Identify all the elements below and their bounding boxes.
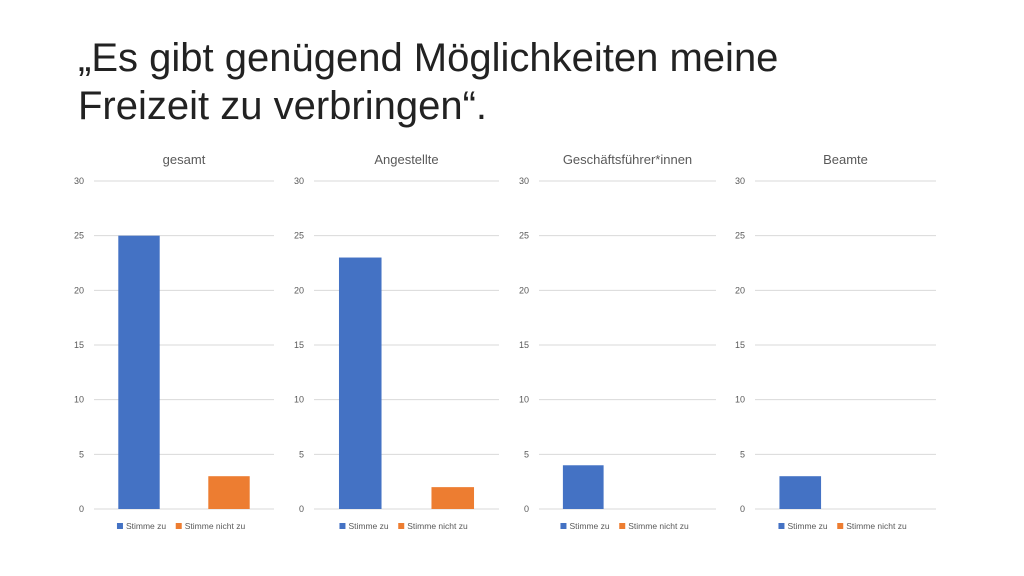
y-tick-label: 5: [524, 449, 529, 459]
y-tick-label: 30: [74, 176, 84, 186]
legend-label: Stimme zu: [126, 521, 166, 531]
y-tick-label: 25: [519, 231, 529, 241]
slide-title-line-2: Freizeit zu verbringen“.: [78, 84, 488, 128]
chart-panel-4: Beamte 0 5 10 15 20 25 30 Stimme zu Stimme nicht …: [735, 152, 936, 531]
legend-swatch: [175, 523, 182, 529]
y-tick-label: 5: [79, 449, 84, 459]
chart-title: Geschäftsführer*innen: [563, 152, 692, 167]
bar-stimme-zu: [779, 476, 822, 509]
y-tick-label: 5: [299, 449, 304, 459]
legend-swatch: [560, 523, 567, 529]
chart-panel-2: Angestellte 0 5 10 15 20 25 30 Stimme zu Stimme n…: [294, 152, 499, 531]
y-tick-label: 5: [740, 449, 745, 459]
bar-stimme-zu: [562, 465, 604, 509]
chart-panel-1: gesamt 0 5 10 15 20 25 30 Stimme zu Stimme nicht …: [74, 152, 274, 531]
y-tick-label: 20: [74, 285, 84, 295]
legend-label: Stimme nicht zu: [185, 521, 246, 531]
y-tick-label: 15: [735, 340, 745, 350]
y-tick-label: 15: [294, 340, 304, 350]
bar-stimme-nicht-zu: [431, 487, 475, 509]
legend-label: Stimme nicht zu: [846, 521, 907, 531]
slide-title: „Es gibt genügend Möglichkeiten meine Fr…: [78, 34, 978, 130]
y-tick-label: 25: [294, 231, 304, 241]
bar-stimme-nicht-zu: [208, 476, 250, 509]
legend-label: Stimme zu: [787, 521, 827, 531]
y-tick-label: 15: [74, 340, 84, 350]
chart-title: gesamt: [163, 152, 206, 167]
chart-panel-3: Geschäftsführer*innen 0 5 10 15 20 25 30 Stimme …: [519, 152, 716, 531]
legend-label: Stimme zu: [348, 521, 388, 531]
y-tick-label: 10: [519, 395, 529, 405]
y-tick-label: 25: [735, 231, 745, 241]
y-tick-label: 15: [519, 340, 529, 350]
legend-swatch: [619, 523, 626, 529]
y-tick-label: 30: [735, 176, 745, 186]
y-tick-label: 30: [294, 176, 304, 186]
legend-swatch: [778, 523, 785, 529]
y-tick-label: 0: [524, 504, 529, 514]
legend-swatch: [837, 523, 844, 529]
chart-title: Beamte: [823, 152, 868, 167]
legend-label: Stimme zu: [569, 521, 609, 531]
legend-label: Stimme nicht zu: [628, 521, 689, 531]
slide-title-line-1: „Es gibt genügend Möglichkeiten meine: [78, 36, 779, 80]
legend-swatch: [398, 523, 405, 529]
y-tick-label: 30: [519, 176, 529, 186]
y-tick-label: 0: [79, 504, 84, 514]
y-tick-label: 10: [294, 395, 304, 405]
y-tick-label: 0: [740, 504, 745, 514]
legend-swatch: [116, 523, 123, 529]
legend-label: Stimme nicht zu: [407, 521, 468, 531]
y-tick-label: 20: [294, 285, 304, 295]
chart-title: Angestellte: [374, 152, 438, 167]
y-tick-label: 10: [735, 395, 745, 405]
y-tick-label: 10: [74, 395, 84, 405]
y-tick-label: 25: [74, 231, 84, 241]
bar-stimme-zu: [118, 235, 160, 509]
y-tick-label: 20: [519, 285, 529, 295]
legend-swatch: [339, 523, 346, 529]
bar-stimme-zu: [338, 257, 382, 509]
y-tick-label: 0: [299, 504, 304, 514]
y-tick-label: 20: [735, 285, 745, 295]
